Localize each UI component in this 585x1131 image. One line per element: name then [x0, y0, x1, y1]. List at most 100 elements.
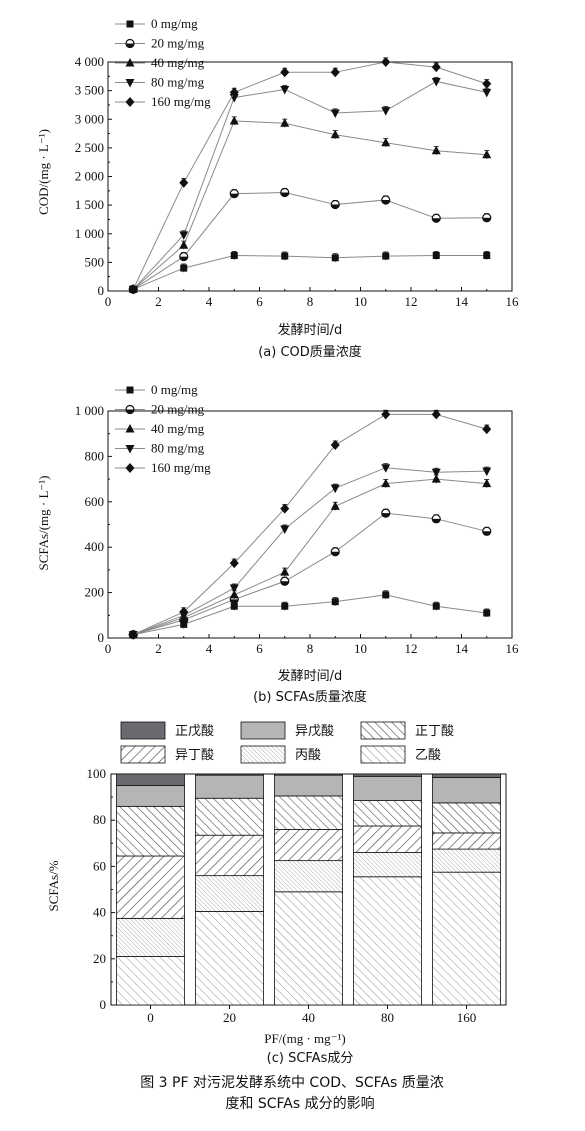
- c-bar-segment: [432, 832, 501, 850]
- c-bar-segment: [274, 773, 343, 776]
- a-legend-marker: [125, 38, 135, 49]
- a-data-point: [431, 145, 441, 155]
- c-bar-stack: [195, 773, 264, 1006]
- chart-a-ticks: 0 2 4 6 8 10 12 14 16 0 500 1 000 1 500 2 000 2 500 3 0…: [75, 54, 519, 309]
- c-bar-segment: [353, 775, 422, 801]
- a-data-point: [330, 129, 340, 139]
- c-bar-segment: [432, 871, 501, 1006]
- a-legend-marker: [125, 58, 135, 67]
- c-bar-segment: [432, 777, 501, 804]
- b-xtick-label: 2: [155, 641, 162, 656]
- chart-b-caption: (b) SCFAs质量浓度: [253, 689, 367, 705]
- c-ytick-label: 0: [100, 997, 107, 1012]
- c-bar-segment: [353, 773, 422, 777]
- figure-caption-line1: 图 3 PF 对污泥发酵系统中 COD、SCFAs 质量浓: [140, 1075, 444, 1091]
- a-ytick-label: 1 000: [75, 226, 104, 241]
- a-data-point: [330, 67, 340, 78]
- c-ytick-label: 40: [93, 905, 106, 920]
- b-series-4: [128, 409, 492, 640]
- b-legend-marker: [125, 424, 135, 433]
- b-series-line: [133, 594, 487, 636]
- a-legend-item: 80 mg/mg: [115, 75, 205, 90]
- b-xtick-label: 4: [206, 641, 213, 656]
- a-xtick-label: 16: [506, 294, 520, 309]
- a-data-point: [330, 109, 340, 118]
- b-data-point: [280, 503, 290, 514]
- c-bar-segment: [274, 795, 343, 830]
- b-legend-item: 160 mg/mg: [115, 460, 211, 475]
- a-data-point: [431, 213, 441, 223]
- c-bar-segment: [195, 875, 264, 912]
- a-legend-marker: [125, 79, 135, 88]
- a-ytick-label: 2 500: [75, 140, 104, 155]
- c-bar-segment: [195, 834, 264, 877]
- b-ytick-label: 1 000: [75, 403, 104, 418]
- a-data-point: [180, 264, 188, 272]
- b-data-point: [482, 526, 492, 536]
- a-legend-label: 40 mg/mg: [151, 55, 205, 70]
- b-data-point: [280, 576, 290, 586]
- c-legend-swatch: [240, 745, 286, 764]
- a-legend-label: 160 mg/mg: [151, 94, 211, 109]
- c-legend-item: 异丁酸: [120, 745, 214, 764]
- chart-b: 0 2 4 6 8 10 12 14 16 0 200 400 600 800 1 000 0 mg/mg 2…: [36, 382, 519, 705]
- b-xtick-label: 16: [506, 641, 520, 656]
- b-data-point: [381, 409, 391, 420]
- b-ytick-label: 400: [85, 539, 105, 554]
- c-bar-segment: [353, 800, 422, 827]
- b-legend-marker: [125, 463, 135, 473]
- a-data-point: [482, 149, 492, 159]
- a-series-3: [128, 76, 492, 295]
- a-data-point: [331, 254, 339, 262]
- c-bar-stack: [353, 773, 422, 1006]
- a-data-point: [483, 252, 491, 260]
- a-legend-item: 40 mg/mg: [115, 55, 205, 70]
- b-data-point: [381, 508, 391, 518]
- c-bar-segment: [116, 773, 185, 786]
- c-legend-label: 正丁酸: [415, 724, 454, 739]
- a-series-line: [132, 120, 487, 290]
- a-series-line: [132, 80, 487, 290]
- b-legend-label: 40 mg/mg: [151, 421, 205, 436]
- a-data-point: [281, 252, 289, 260]
- b-legend-label: 20 mg/mg: [151, 402, 205, 417]
- a-series-line: [132, 192, 487, 290]
- a-legend-marker: [125, 97, 135, 107]
- c-bar-segment: [195, 797, 264, 836]
- b-ytick-label: 200: [85, 585, 105, 600]
- b-series-1: [128, 508, 492, 640]
- c-legend-label: 乙酸: [415, 748, 441, 763]
- a-xtick-label: 6: [256, 294, 263, 309]
- chart-a-xlabel: 发酵时间/d: [278, 322, 343, 338]
- c-bar-segment: [116, 956, 185, 1006]
- a-data-point: [280, 187, 290, 198]
- a-data-point: [229, 115, 239, 125]
- c-xtick-label: 80: [381, 1010, 394, 1025]
- a-xtick-label: 4: [206, 294, 213, 309]
- b-ytick-label: 600: [85, 494, 105, 509]
- b-data-point: [331, 598, 339, 606]
- chart-b-ylabel: SCFAs/(mg · L⁻¹): [36, 475, 51, 570]
- c-bar-stack: [274, 773, 343, 1006]
- c-bar-segment: [353, 825, 422, 853]
- c-bar-segment: [195, 773, 264, 776]
- a-data-point: [431, 62, 441, 73]
- b-xtick-label: 12: [405, 641, 418, 656]
- a-data-point: [280, 85, 290, 95]
- chart-a-series: [128, 57, 492, 295]
- c-bar-segment: [353, 876, 422, 1006]
- a-series-line: [133, 255, 487, 290]
- c-bar-segment: [432, 848, 501, 873]
- c-legend-swatch: [240, 721, 286, 740]
- b-series-line: [133, 478, 487, 636]
- b-data-point: [381, 478, 391, 488]
- a-legend-marker: [126, 20, 134, 28]
- b-legend-item: 0 mg/mg: [115, 382, 198, 397]
- a-xtick-label: 12: [405, 294, 418, 309]
- a-data-point: [381, 107, 391, 116]
- c-bar-segment: [274, 860, 343, 893]
- b-xtick-label: 8: [307, 641, 314, 656]
- chart-c-xlabel: PF/(mg · mg⁻¹): [264, 1031, 346, 1046]
